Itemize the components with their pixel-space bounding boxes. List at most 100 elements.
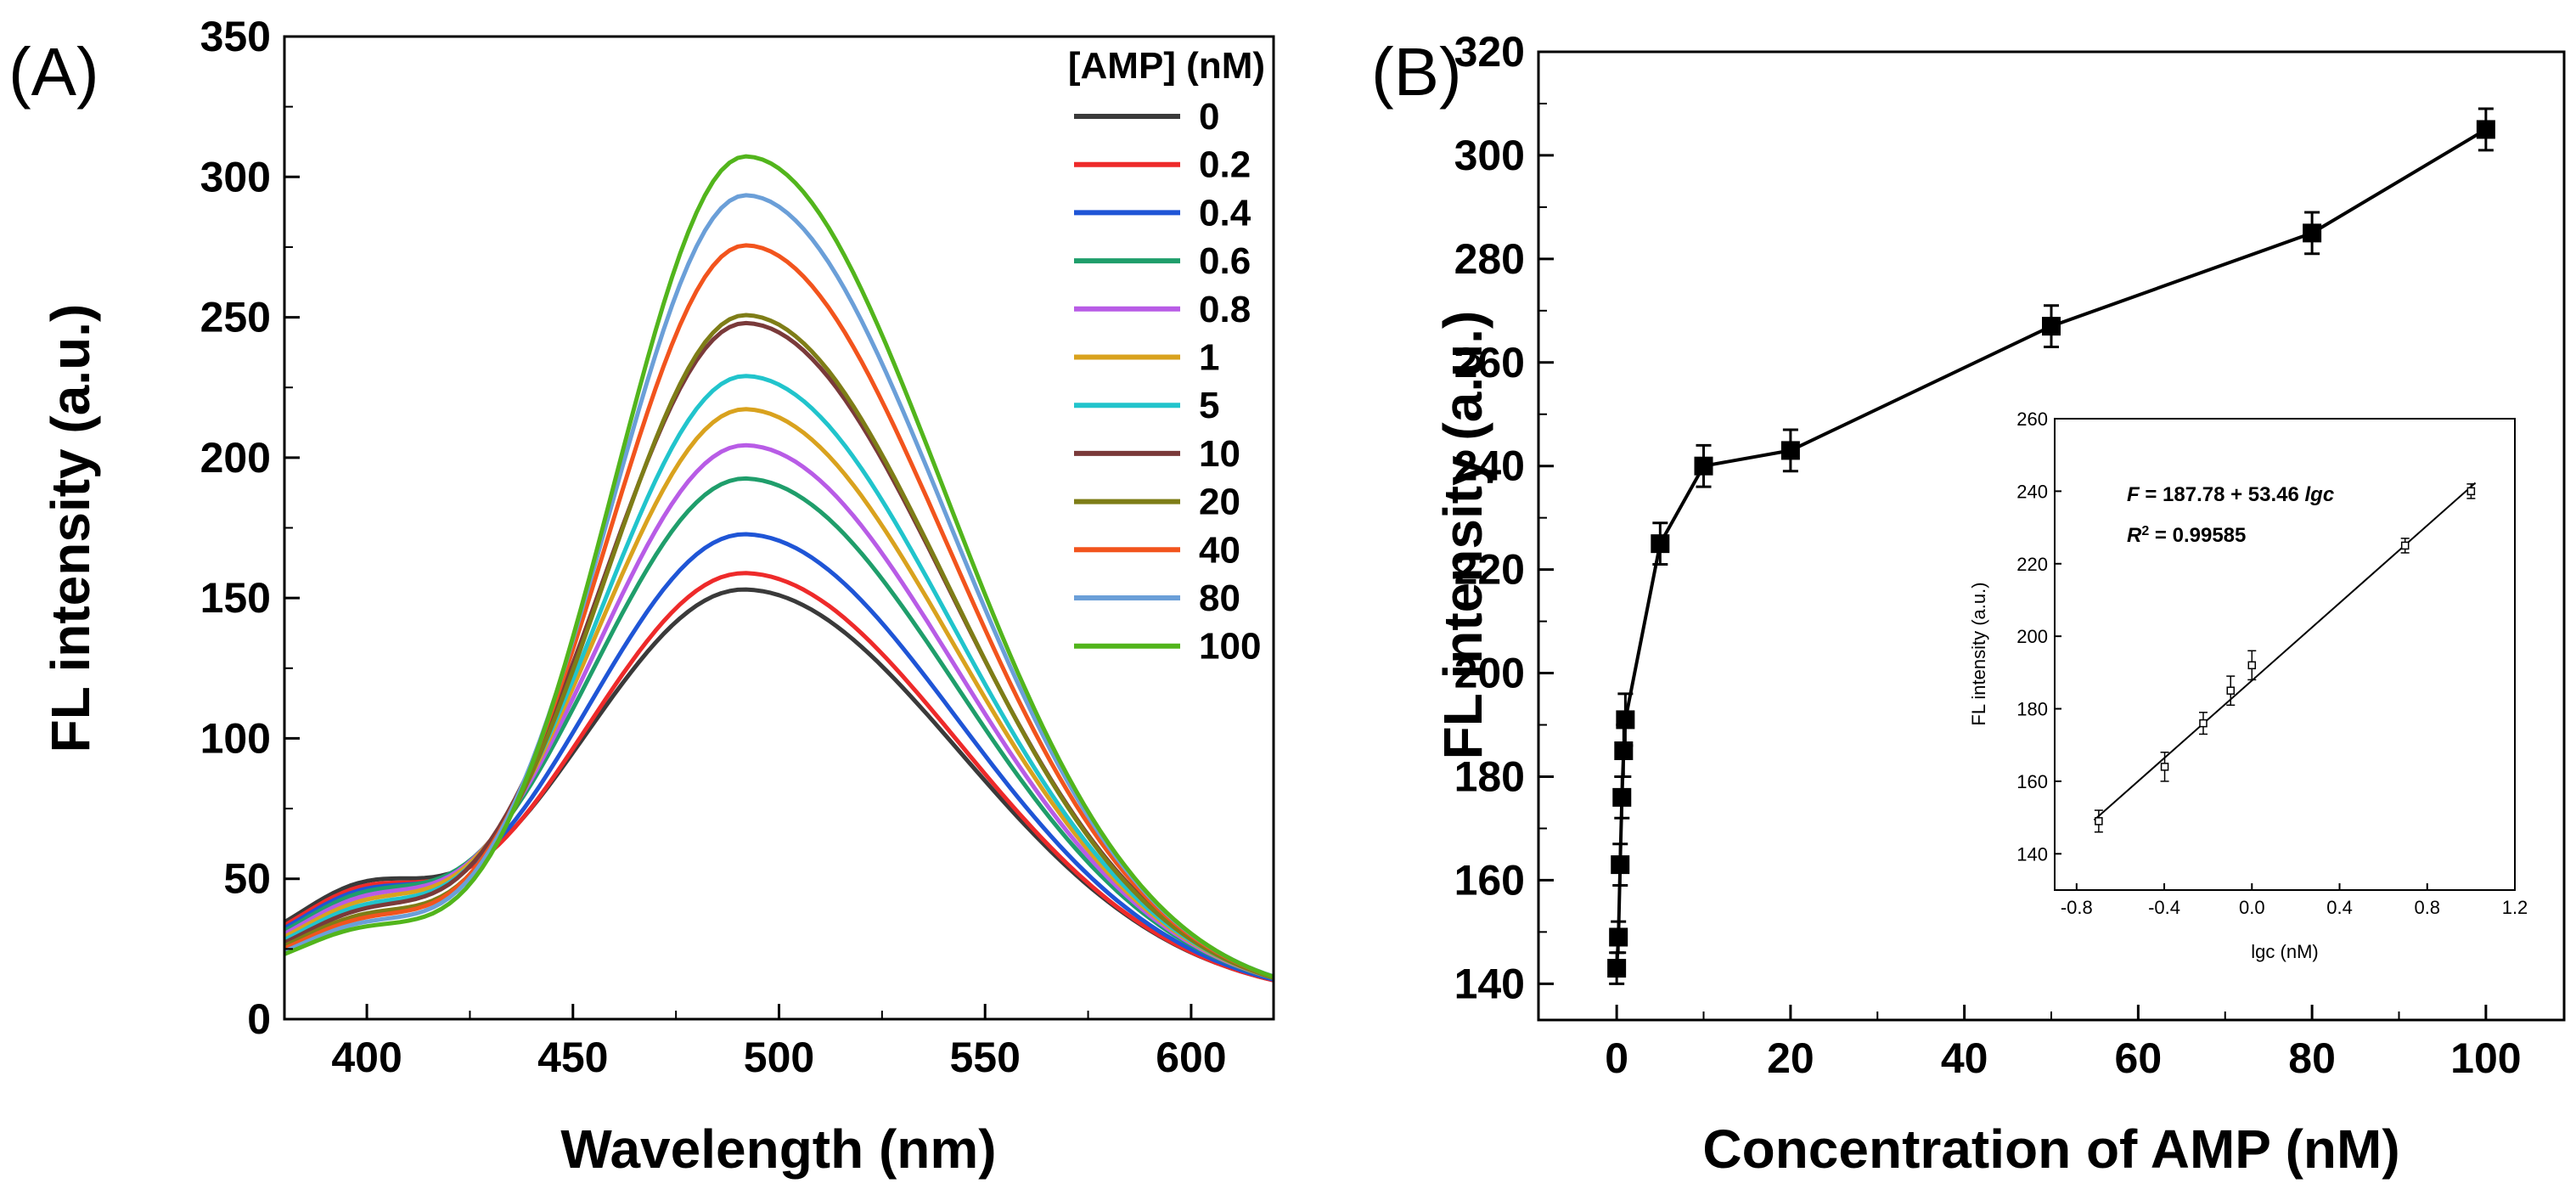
legend-label: 10 [1199,433,1240,475]
legend-label: 0.2 [1199,144,1251,186]
y-tick-label: 300 [200,153,271,200]
panel-a: (A) 400 450 500 550 600050100150200250300350… [8,13,1275,1180]
plot-b-xlabel: Concentration of AMP (nM) [1702,1119,2399,1180]
inset-y-tick-label: 180 [2016,699,2048,720]
legend-label: 80 [1199,578,1240,619]
x-tick-label: 600 [1156,1034,1226,1081]
data-point [1612,787,1632,807]
data-point [1694,456,1713,476]
data-point [2476,120,2495,139]
inset-y-tick-label: 260 [2016,409,2048,430]
inset-r2: R2 = 0.99585 [2127,524,2246,548]
inset-y-tick-label: 240 [2016,481,2048,502]
data-point [1780,441,1800,460]
inset-series [2093,482,2477,833]
legend-label: 20 [1199,482,1240,523]
y-tick-label: 200 [200,434,271,482]
legend-label: 5 [1199,385,1219,426]
y-tick-label: 220 [1454,546,1525,594]
y-tick-label: 300 [1454,132,1525,179]
inset-equation: F = 187.78 + 53.46 lgc [2127,483,2334,506]
x-tick-label: 20 [1767,1034,1814,1082]
inset-data-point [2199,718,2208,728]
legend-label: 0.6 [1199,240,1251,282]
y-tick-label: 50 [223,855,271,903]
x-tick-label: 40 [1941,1034,1988,1082]
legend: 0 0.2 0.4 0.6 0.8 1 5 10 20 40 80 100 [1074,96,1261,668]
equation-var-lgc: lgc [2305,483,2335,506]
legend-label: 0.4 [1199,192,1251,234]
inset-frame [2054,418,2516,891]
plot-a-ylabel: FL intensity (a.u.) [40,304,101,753]
legend-label: 0.8 [1199,289,1251,330]
panel-b-label: (B) [1371,34,1462,110]
r2-exponent: 2 [2141,524,2149,538]
inset-x-tick-label: -0.8 [2061,897,2093,918]
inset-ylabel: FL intensity (a.u.) [1968,582,1989,725]
plot-a-xlabel: Wavelength (nm) [560,1119,996,1180]
series-line [1615,127,2487,969]
data-point [1616,710,1635,730]
inset-data-point [2247,661,2257,670]
legend-label: 0 [1199,96,1219,138]
panel-a-label: (A) [8,34,99,110]
inset-data-point [2226,686,2236,695]
inset-x-tick-label: 0.4 [2326,897,2353,918]
spectrum-line-80 [284,193,1274,979]
x-tick-label: 0 [1605,1034,1628,1082]
inset-x-tick-label: 0.0 [2239,897,2265,918]
legend-label: 1 [1199,337,1219,379]
x-tick-label: 450 [537,1034,608,1081]
x-tick-label: 400 [331,1034,402,1081]
y-tick-label: 250 [200,294,271,341]
inset-x-tick-label: 1.2 [2502,897,2528,918]
r2-value: = 0.99585 [2149,524,2246,547]
fit-line [2093,482,2477,821]
r2-symbol: R [2127,524,2142,547]
inset-y-tick-label: 140 [2016,843,2048,865]
equation-body: = 187.78 + 53.46 [2140,483,2305,506]
inset-plot: -0.8 -0.4 0.0 0.4 0.8 1.2 140 160 180 200 220 240 26… [1968,409,2528,962]
y-tick-label: 100 [200,714,271,762]
inset-ticks: -0.8 -0.4 0.0 0.4 0.8 1.2 140 160 180 200 220 240 26… [2016,409,2528,918]
y-tick-label: 260 [1454,339,1525,386]
x-tick-label: 60 [2115,1034,2163,1082]
spectrum-line-1 [283,407,1274,980]
plot-b-ticks: 0 20 40 60 80 100 140 160 180 200 220 240 260 280 300 3… [1454,28,2522,1082]
data-point [1611,855,1630,875]
inset-x-tick-label: 0.8 [2414,897,2440,918]
y-tick-label: 350 [200,13,271,60]
y-tick-label: 180 [1454,752,1525,800]
spectra-curves [283,154,1274,983]
legend-label: 100 [1199,626,1261,668]
data-point [1651,534,1670,554]
inset-data-point [2466,487,2476,496]
y-tick-label: 320 [1454,28,1525,76]
spectrum-line-0_2 [283,571,1274,983]
y-tick-label: 240 [1454,442,1525,490]
inset-data-point [2160,763,2169,771]
spectrum-line-100 [284,154,1274,979]
data-point [2303,223,2322,243]
x-tick-label: 80 [2288,1034,2336,1082]
data-point [1614,741,1634,760]
inset-y-tick-label: 160 [2016,771,2048,792]
data-point [2042,317,2061,336]
plot-b-series [1607,107,2495,985]
y-tick-label: 160 [1454,856,1525,904]
y-tick-label: 280 [1454,235,1525,283]
y-tick-label: 0 [247,995,271,1043]
spectrum-line-40 [283,243,1274,979]
inset-y-tick-label: 220 [2016,554,2048,575]
equation-var-f: F [2127,483,2140,506]
inset-data-point [2095,817,2103,826]
inset-xlabel: lgc (nM) [2251,941,2318,962]
x-tick-label: 500 [744,1034,814,1081]
data-point [1607,959,1627,978]
y-tick-label: 200 [1454,650,1525,697]
x-tick-label: 100 [2450,1034,2521,1082]
spectrum-line-0_8 [283,442,1274,980]
legend-label: 40 [1199,529,1240,571]
